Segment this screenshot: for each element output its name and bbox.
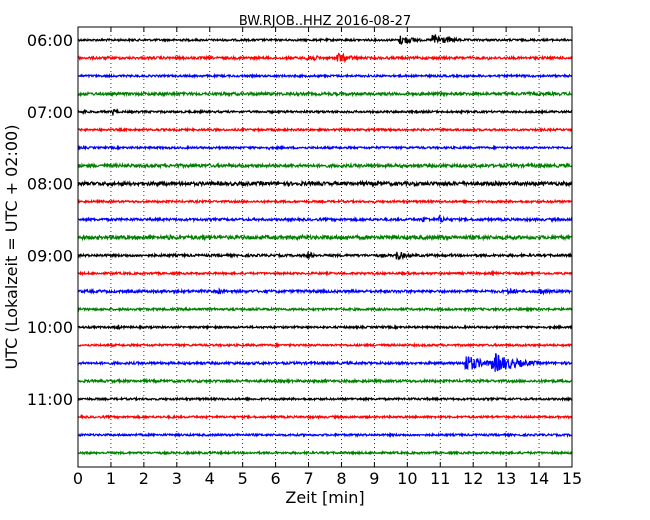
x-tick-label: 5 [238, 469, 248, 488]
x-tick-label: 12 [463, 469, 483, 488]
chart-title: BW.RJOB..HHZ 2016-08-27 [239, 14, 411, 29]
trace-line [77, 269, 573, 277]
x-tick-label: 6 [271, 469, 281, 488]
seismic-traces [77, 34, 573, 457]
y-tick-label: 08:00 [27, 175, 73, 194]
trace-line [77, 107, 573, 116]
trace-line [77, 377, 573, 385]
x-tick-label: 9 [369, 469, 379, 488]
trace-line [77, 395, 573, 403]
x-axis-label: Zeit [min] [285, 488, 364, 507]
x-tick-label: 3 [172, 469, 182, 488]
trace-line [77, 198, 573, 205]
plot-frame [77, 26, 573, 468]
y-axis-label: UTC (Lokalzeit = UTC + 02:00) [2, 125, 21, 370]
trace-line [77, 34, 573, 45]
y-axis-ticks: 06:00 07:00 08:00 09:00 10:00 11:00 [27, 31, 572, 409]
trace-line [77, 251, 573, 261]
x-tick-label: 14 [529, 469, 549, 488]
trace-line [77, 353, 573, 372]
grid-lines [110, 27, 540, 467]
y-tick-label: 06:00 [27, 31, 73, 50]
y-tick-label: 07:00 [27, 103, 73, 122]
trace-line [77, 305, 573, 313]
x-tick-label: 4 [205, 469, 215, 488]
trace-line [77, 413, 573, 420]
trace-line [77, 324, 573, 331]
trace-line [77, 52, 573, 64]
x-tick-label: 7 [303, 469, 313, 488]
x-tick-label: 13 [496, 469, 516, 488]
trace-line [77, 90, 573, 98]
trace-line [77, 233, 573, 242]
trace-line [77, 286, 573, 296]
x-tick-label: 11 [430, 469, 450, 488]
x-tick-label: 10 [397, 469, 417, 488]
trace-line [77, 161, 573, 170]
trace-line [77, 72, 573, 80]
y-tick-label: 11:00 [27, 390, 73, 409]
y-tick-label: 09:00 [27, 246, 73, 265]
trace-line [77, 341, 573, 349]
x-tick-label: 1 [106, 469, 116, 488]
x-tick-label: 15 [562, 469, 582, 488]
x-tick-label: 8 [336, 469, 346, 488]
x-axis-ticks: 0 1 2 3 4 5 6 7 8 9 10 11 12 13 14 15 [73, 27, 582, 488]
x-tick-label: 0 [73, 469, 83, 488]
trace-line [77, 431, 573, 439]
trace-line [77, 179, 573, 188]
trace-line [77, 214, 573, 224]
y-tick-label: 10:00 [27, 318, 73, 337]
trace-line [77, 449, 573, 457]
x-tick-label: 2 [139, 469, 149, 488]
trace-line [77, 144, 573, 151]
trace-line [77, 126, 573, 134]
